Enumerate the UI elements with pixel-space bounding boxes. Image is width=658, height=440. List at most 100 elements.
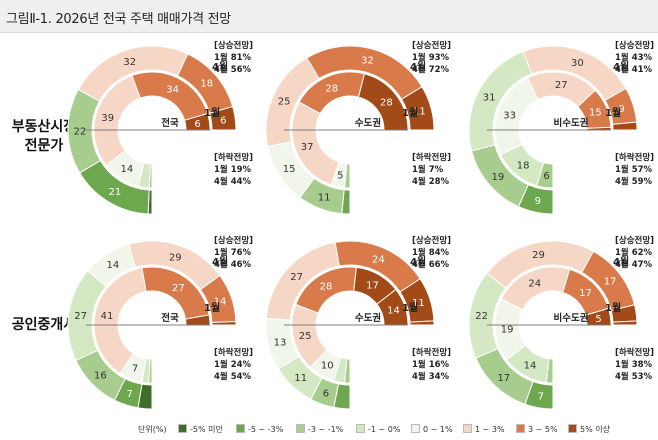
legend-item: -1 ~ 0% (356, 424, 400, 434)
donut-4-down-line-0: [하락전망] (412, 347, 451, 358)
donut-2-4월-value-2: 19 (492, 172, 505, 183)
donut-4-4월-value-6: 24 (372, 254, 385, 265)
donut-2-4월-value-1: 9 (535, 196, 541, 207)
donut-4-label-4월: 4월 (410, 256, 426, 268)
donut-2-1월-value-2: 6 (543, 171, 549, 182)
donut-2-up-line-1: 1월 43% (615, 52, 653, 63)
row-label-realtors: 공인중개사 (11, 317, 77, 333)
donut-3-label-1월: 1월 (204, 302, 220, 314)
donut-2-1월-value-4: 33 (503, 110, 516, 121)
donut-1-1월-value-5: 37 (301, 142, 314, 153)
donut-3-1월-value-4: 7 (132, 363, 138, 374)
donut-5-1월-value-4: 19 (501, 325, 514, 336)
donut-4-1월-value-5: 25 (299, 331, 312, 342)
legend-swatch (178, 424, 187, 433)
donut-4-4월-value-7: 11 (412, 298, 425, 309)
donut-1-up-line-1: 1월 93% (412, 52, 450, 63)
donut-5-4월-value-6: 17 (604, 277, 617, 288)
legend-item: -5% 미만 (178, 424, 223, 435)
donut-3-4월-value-1: 7 (126, 389, 132, 400)
donut-3-4월-value-5: 29 (169, 252, 182, 263)
donut-5-label-4월: 4월 (613, 256, 629, 268)
donut-2-label-4월: 4월 (613, 61, 629, 73)
legend-item: -3 ~ -1% (296, 424, 343, 434)
donut-1-1월-value-6: 28 (325, 83, 338, 94)
legend-swatch (516, 424, 525, 433)
legend-label: -5 ~ -3% (248, 425, 284, 434)
donut-4-label-1월: 1월 (402, 302, 418, 314)
donut-4-up-line-0: [상승전망] (412, 235, 451, 246)
donut-2-1월-value-6: 15 (589, 108, 602, 119)
donut-1-label-4월: 4월 (410, 61, 426, 73)
donut-2-4월-value-6: 9 (618, 104, 624, 115)
donut-1-down-line-1: 1월 7% (412, 164, 444, 175)
donut-3-region-label: 전국 (161, 312, 179, 324)
donut-5-4월-value-2: 17 (497, 373, 510, 384)
donut-4-1월-value-7: 17 (366, 280, 379, 291)
legend: 단위(%) -5% 미만 -5 ~ -3% -3 ~ -1% -1 ~ 0% 0 ~ 1… (138, 422, 653, 438)
donut-5-down-line-1: 1월 38% (615, 359, 653, 370)
donut-3-1월-value-5: 41 (101, 311, 114, 322)
legend-item: 3 ~ 5% (516, 424, 558, 434)
donut-5-up-line-2: 4월 47% (615, 259, 653, 270)
donut-1-4월-value-7: 11 (413, 106, 426, 117)
donut-1-4월-value-5: 25 (278, 96, 291, 107)
donut-5-region-label: 비수도권 (554, 312, 589, 324)
legend-label: 5% 이상 (580, 425, 610, 434)
donut-1-1월-value-4: 5 (337, 170, 343, 181)
donut-4-1월-value-6: 28 (320, 281, 333, 292)
donut-0-1월-value-7: 6 (194, 119, 200, 130)
donut-0-down-line-1: 1월 19% (214, 164, 252, 175)
donut-0-label-4월: 4월 (212, 61, 228, 73)
donut-3-up-line-2: 4월 46% (214, 259, 252, 270)
legend-label: 1 ~ 3% (475, 425, 505, 434)
donut-0-4월-value-1: 21 (108, 187, 121, 198)
donut-0-4월-value-7: 6 (220, 115, 226, 126)
donut-3-down-line-2: 4월 54% (214, 371, 252, 382)
donut-2-region-label: 비수도권 (554, 117, 589, 129)
donut-2-up-line-0: [상승전망] (615, 40, 654, 51)
donut-0-region-label: 전국 (161, 117, 179, 129)
donut-5-label-1월: 1월 (605, 302, 621, 314)
donut-0-4월-value-5: 32 (123, 57, 136, 68)
row-label-experts: 부동산시장 전문가 (11, 119, 77, 154)
donut-5-4월-value-1: 7 (538, 391, 544, 402)
legend-label: -1 ~ 0% (368, 425, 401, 434)
legend-item: 0 ~ 1% (411, 424, 453, 434)
donut-0-4월-value-6: 18 (200, 79, 213, 90)
legend-swatch (463, 424, 472, 433)
legend-label: 3 ~ 5% (528, 425, 558, 434)
donut-3-down-line-1: 1월 24% (214, 359, 252, 370)
donut-3-4월-value-3: 27 (74, 311, 87, 322)
donut-2-down-line-1: 1월 57% (615, 164, 653, 175)
donut-3-4월-segment-7 (211, 320, 237, 326)
donut-1-up-line-0: [상승전망] (412, 40, 451, 51)
donut-2-up-line-2: 4월 41% (615, 64, 653, 75)
donut-2-4월-value-5: 30 (571, 58, 584, 69)
donut-0-up-line-0: [상승전망] (214, 40, 253, 51)
donut-0-down-line-0: [하락전망] (214, 152, 253, 163)
donut-2-down-line-2: 4월 59% (615, 176, 653, 187)
donut-4-4월-segment-8 (409, 320, 435, 326)
donut-1-4월-value-2: 11 (318, 193, 331, 204)
donut-3-4월-value-2: 16 (94, 371, 107, 382)
donut-1-region-label: 수도권 (355, 117, 381, 129)
donut-0-up-line-1: 1월 81% (214, 52, 252, 63)
donut-0-1월-value-6: 34 (166, 84, 179, 95)
donut-3-4월-value-4: 14 (106, 260, 119, 271)
donut-3-1월-value-6: 27 (172, 283, 185, 294)
donut-2-4월-value-3: 31 (483, 92, 496, 103)
donut-2-down-line-0: [하락전망] (615, 152, 654, 163)
donut-5-4월-value-5: 29 (532, 250, 545, 261)
legend-item: -5 ~ -3% (236, 424, 283, 434)
donut-5-1월-value-5: 24 (528, 278, 541, 289)
donut-1-1월-value-7: 28 (380, 97, 393, 108)
donut-4-up-line-2: 4월 66% (412, 259, 450, 270)
legend-swatch (568, 424, 577, 433)
donut-5-1월-value-6: 17 (579, 288, 592, 299)
donut-4-4월-value-3: 11 (294, 373, 307, 384)
donut-3-up-line-1: 1월 76% (214, 247, 252, 258)
donut-5-up-line-0: [상승전망] (615, 235, 654, 246)
donut-4-1월-value-8: 14 (387, 306, 400, 317)
